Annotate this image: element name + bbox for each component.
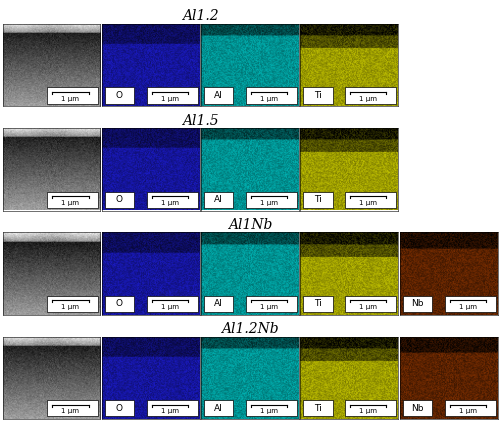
Text: 1 μm: 1 μm	[62, 200, 80, 206]
Bar	[304, 88, 332, 104]
Bar	[104, 88, 134, 104]
Bar	[346, 192, 396, 208]
Text: Nb: Nb	[411, 299, 424, 309]
Bar	[48, 88, 98, 104]
Bar	[346, 400, 396, 416]
Bar	[104, 296, 134, 312]
Bar	[147, 88, 198, 104]
Text: O: O	[116, 91, 123, 100]
Bar	[304, 296, 332, 312]
Text: 1 μm: 1 μm	[62, 304, 80, 310]
Bar	[204, 88, 234, 104]
Bar	[104, 192, 134, 208]
Bar	[246, 88, 297, 104]
Bar	[104, 400, 134, 416]
Text: Ti: Ti	[314, 195, 322, 204]
Text: 1 μm: 1 μm	[260, 304, 278, 310]
Bar	[48, 400, 98, 416]
Text: O: O	[116, 299, 123, 309]
Text: 1 μm: 1 μm	[161, 96, 179, 102]
Text: 1 μm: 1 μm	[360, 96, 378, 102]
Bar	[246, 400, 297, 416]
Bar	[346, 88, 396, 104]
Bar	[444, 400, 496, 416]
Bar	[147, 400, 198, 416]
Bar	[246, 192, 297, 208]
Bar	[304, 192, 332, 208]
Text: 1 μm: 1 μm	[260, 96, 278, 102]
Text: Al: Al	[214, 195, 223, 204]
Text: 1 μm: 1 μm	[458, 304, 476, 310]
Text: Al1.2Nb: Al1.2Nb	[221, 322, 279, 336]
Bar	[444, 296, 496, 312]
Text: 1 μm: 1 μm	[458, 408, 476, 414]
Bar	[204, 192, 234, 208]
Text: Al1.5: Al1.5	[182, 114, 218, 128]
Bar	[346, 296, 396, 312]
Text: 1 μm: 1 μm	[360, 200, 378, 206]
Text: 1 μm: 1 μm	[360, 408, 378, 414]
Bar	[246, 296, 297, 312]
Text: 1 μm: 1 μm	[260, 408, 278, 414]
Text: 1 μm: 1 μm	[161, 304, 179, 310]
Bar	[48, 296, 98, 312]
Text: 1 μm: 1 μm	[62, 96, 80, 102]
Text: 1 μm: 1 μm	[161, 200, 179, 206]
Bar	[204, 400, 234, 416]
Bar	[48, 192, 98, 208]
Text: O: O	[116, 404, 123, 413]
Bar	[147, 192, 198, 208]
Text: Al1Nb: Al1Nb	[228, 218, 272, 232]
Bar	[147, 296, 198, 312]
Text: O: O	[116, 195, 123, 204]
Text: Al: Al	[214, 299, 223, 309]
Bar	[204, 296, 234, 312]
Text: 1 μm: 1 μm	[62, 408, 80, 414]
Text: 1 μm: 1 μm	[260, 200, 278, 206]
Text: Ti: Ti	[314, 91, 322, 100]
Text: Ti: Ti	[314, 299, 322, 309]
Text: Al: Al	[214, 404, 223, 413]
Bar	[402, 296, 432, 312]
Text: 1 μm: 1 μm	[360, 304, 378, 310]
Text: Al: Al	[214, 91, 223, 100]
Text: Nb: Nb	[411, 404, 424, 413]
Text: 1 μm: 1 μm	[161, 408, 179, 414]
Bar	[304, 400, 332, 416]
Text: Ti: Ti	[314, 404, 322, 413]
Text: Al1.2: Al1.2	[182, 9, 218, 23]
Bar	[402, 400, 432, 416]
